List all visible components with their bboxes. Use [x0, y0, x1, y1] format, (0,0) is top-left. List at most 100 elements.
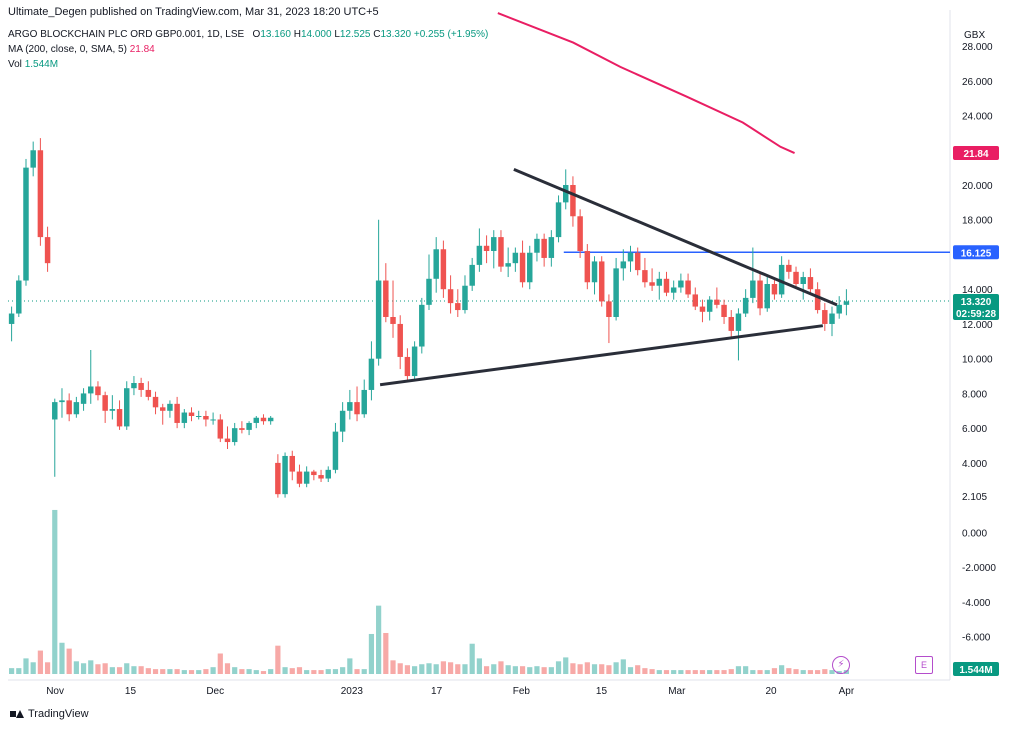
- candle-body: [519, 252, 526, 283]
- candle-body: [116, 409, 123, 427]
- volume-bar: [671, 670, 677, 674]
- candle-body: [678, 280, 684, 288]
- candle-body: [642, 270, 648, 283]
- candle-body: [706, 299, 713, 312]
- volume-value: 1.544M: [24, 59, 59, 70]
- chart-legend: ARGO BLOCKCHAIN PLC ORD GBP0.001, 1D, LS…: [8, 27, 488, 72]
- descending-trendline: [513, 167, 838, 307]
- candle-body: [404, 356, 411, 377]
- price-tag-countdown: 02:59:28: [956, 309, 996, 320]
- volume-bar: [786, 668, 792, 674]
- candle-body: [73, 402, 80, 415]
- volume-bar: [412, 666, 418, 674]
- candle-body: [138, 383, 144, 390]
- legend-volume-row[interactable]: Vol 1.544M: [8, 57, 488, 72]
- volume-bar: [210, 667, 216, 674]
- candle-body: [469, 264, 475, 286]
- candle-body: [397, 323, 403, 357]
- volume-bar: [505, 665, 511, 674]
- candle-body: [563, 185, 569, 203]
- candle-body: [44, 237, 51, 264]
- volume-bar: [397, 663, 403, 674]
- candle-body: [663, 278, 670, 293]
- tradingview-logo-icon: [10, 709, 24, 719]
- candle-body: [332, 431, 339, 470]
- volume-bar: [455, 664, 461, 674]
- candle-body: [167, 403, 173, 411]
- volume-bar: [80, 663, 87, 674]
- candle-body: [649, 282, 655, 286]
- y-tick-label: 6.000: [962, 424, 987, 435]
- volume-bar: [498, 661, 504, 674]
- candle-body: [16, 280, 22, 314]
- volume-bar: [642, 668, 648, 674]
- volume-bar: [390, 660, 396, 674]
- volume-bar: [577, 664, 583, 674]
- volume-bar: [289, 668, 295, 674]
- lightning-icon[interactable]: ⚡: [832, 656, 850, 674]
- y-tick-label: -6.000: [962, 633, 991, 644]
- candle-body: [260, 417, 267, 422]
- candle-body: [822, 310, 828, 324]
- candle-body: [239, 428, 245, 430]
- volume-bar: [649, 669, 655, 674]
- candle-body: [742, 297, 749, 314]
- volume-bar: [340, 667, 346, 674]
- volume-bar: [30, 662, 36, 674]
- ascending-trendline: [379, 324, 824, 387]
- volume-bar: [311, 670, 317, 674]
- volume-bar: [188, 670, 195, 674]
- volume-bar: [469, 643, 475, 674]
- volume-bar: [73, 661, 79, 674]
- y-tick-label: 4.000: [962, 459, 987, 470]
- candle-body: [771, 284, 778, 295]
- volume-bar: [476, 658, 482, 674]
- volume-bar: [548, 667, 554, 674]
- volume-bar: [692, 670, 698, 674]
- candle-body: [807, 277, 814, 290]
- volume-bar: [383, 632, 389, 674]
- candle-body: [231, 428, 238, 443]
- symbol-name[interactable]: ARGO BLOCKCHAIN PLC ORD GBP0.001, 1D, LS…: [8, 29, 245, 40]
- price-tag-label: 16.125: [961, 248, 992, 259]
- candle-body: [217, 419, 224, 439]
- open-value: 13.160: [260, 29, 291, 40]
- ma-value: 21.84: [129, 44, 155, 55]
- candle-body: [433, 249, 439, 279]
- volume-bar: [757, 670, 763, 674]
- volume-bar: [735, 666, 742, 674]
- volume-bar: [203, 669, 209, 674]
- volume-bar: [160, 669, 166, 674]
- volume-bar: [174, 669, 180, 674]
- candle-body: [548, 237, 555, 258]
- candle-body: [829, 313, 835, 324]
- candle-body: [584, 251, 591, 283]
- candle-body: [159, 407, 166, 411]
- volume-bar: [678, 670, 684, 674]
- low-value: 12.525: [339, 29, 371, 40]
- candle-body: [145, 389, 152, 397]
- volume-bar: [16, 668, 22, 674]
- volume-bar: [109, 667, 115, 674]
- events-button[interactable]: E: [915, 656, 933, 674]
- volume-bar: [239, 669, 245, 674]
- volume-bar: [512, 666, 518, 674]
- volume-bar: [462, 664, 468, 674]
- publish-line: Ultimate_Degen published on TradingView.…: [8, 6, 379, 18]
- volume-bar: [138, 666, 144, 674]
- volume-tag-label: 1.544M: [959, 665, 992, 676]
- volume-bar: [9, 668, 15, 674]
- y-tick-label: 26.000: [962, 77, 993, 88]
- volume-bar: [232, 667, 238, 674]
- candle-body: [174, 403, 180, 423]
- candle-body: [88, 386, 94, 394]
- volume-label: Vol: [8, 59, 22, 70]
- volume-bar: [52, 509, 58, 674]
- volume-bar: [534, 666, 540, 674]
- volume-bar: [253, 670, 259, 674]
- legend-ma-row[interactable]: MA (200, close, 0, SMA, 5) 21.84: [8, 42, 488, 57]
- volume-bar: [145, 668, 151, 674]
- brand-name: TradingView: [28, 708, 89, 720]
- volume-bar: [815, 670, 821, 674]
